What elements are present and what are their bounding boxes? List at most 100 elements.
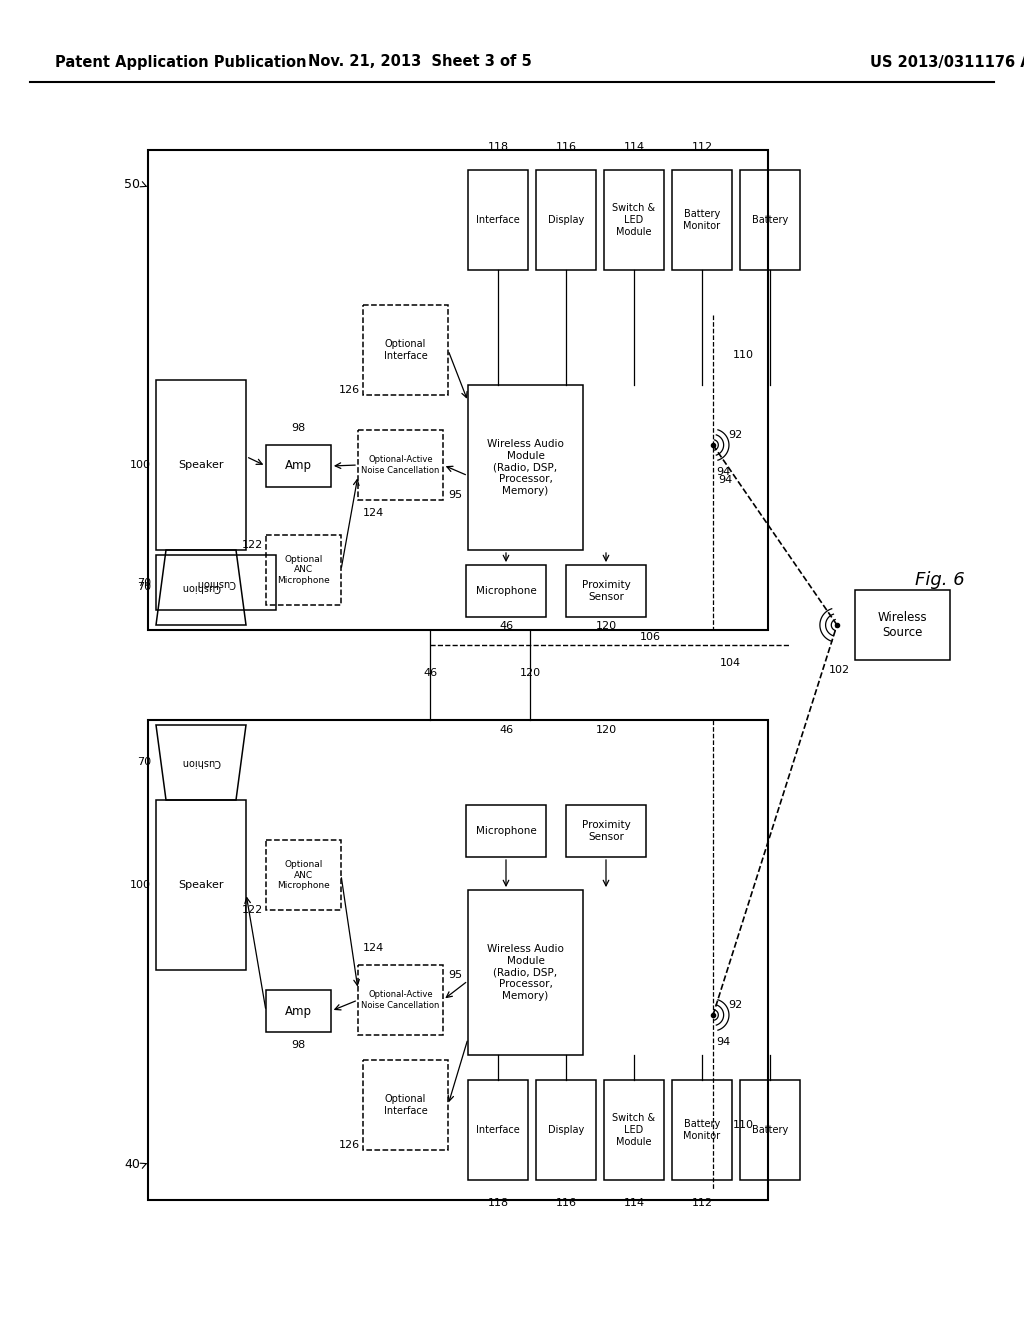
Text: 46: 46 bbox=[423, 668, 437, 678]
Text: Optional
ANC
Microphone: Optional ANC Microphone bbox=[278, 861, 330, 890]
Text: Battery
Monitor: Battery Monitor bbox=[683, 209, 721, 231]
Text: 98: 98 bbox=[292, 422, 305, 433]
Text: 124: 124 bbox=[362, 508, 384, 517]
Text: 94: 94 bbox=[716, 467, 730, 477]
Bar bbox=[672, 170, 732, 271]
Bar bbox=[466, 565, 546, 616]
Bar bbox=[266, 990, 331, 1032]
Text: Cushion: Cushion bbox=[181, 756, 220, 767]
Text: 114: 114 bbox=[624, 1199, 644, 1208]
Text: Speaker: Speaker bbox=[178, 459, 224, 470]
Text: Battery: Battery bbox=[752, 1125, 788, 1135]
Text: Speaker: Speaker bbox=[178, 880, 224, 890]
Bar bbox=[358, 965, 443, 1035]
Text: Cushion: Cushion bbox=[197, 578, 236, 587]
Bar bbox=[468, 890, 583, 1055]
Text: 95: 95 bbox=[449, 970, 462, 979]
Text: Display: Display bbox=[548, 215, 584, 224]
Text: 100: 100 bbox=[130, 459, 151, 470]
Text: Microphone: Microphone bbox=[475, 826, 537, 836]
Bar bbox=[362, 305, 449, 395]
Text: Battery
Monitor: Battery Monitor bbox=[683, 1119, 721, 1140]
Text: Optional-Active
Noise Cancellation: Optional-Active Noise Cancellation bbox=[361, 990, 439, 1010]
Text: 94: 94 bbox=[718, 475, 732, 484]
Bar bbox=[156, 380, 246, 550]
Text: 120: 120 bbox=[519, 668, 541, 678]
Text: Switch &
LED
Module: Switch & LED Module bbox=[612, 203, 655, 236]
Text: Proximity
Sensor: Proximity Sensor bbox=[582, 820, 631, 842]
Text: 120: 120 bbox=[595, 620, 616, 631]
Text: Optional
Interface: Optional Interface bbox=[384, 339, 427, 360]
Text: 70: 70 bbox=[137, 582, 151, 591]
Text: Amp: Amp bbox=[285, 459, 312, 473]
Text: 122: 122 bbox=[242, 906, 263, 915]
Text: Display: Display bbox=[548, 1125, 584, 1135]
Text: 112: 112 bbox=[691, 1199, 713, 1208]
Bar bbox=[156, 554, 276, 610]
Bar bbox=[468, 385, 583, 550]
Text: 122: 122 bbox=[242, 540, 263, 550]
Bar bbox=[740, 170, 800, 271]
Text: Cushion: Cushion bbox=[181, 582, 220, 591]
Text: 116: 116 bbox=[555, 143, 577, 152]
Text: 110: 110 bbox=[733, 350, 754, 360]
Text: 92: 92 bbox=[728, 1001, 742, 1010]
Bar bbox=[148, 719, 768, 1200]
Bar bbox=[266, 535, 341, 605]
Text: 95: 95 bbox=[449, 490, 462, 500]
Text: 40: 40 bbox=[124, 1159, 140, 1172]
Text: 50: 50 bbox=[124, 178, 140, 191]
Text: Interface: Interface bbox=[476, 215, 520, 224]
Text: 92: 92 bbox=[728, 430, 742, 440]
Bar bbox=[156, 800, 246, 970]
Bar bbox=[672, 1080, 732, 1180]
Text: Wireless
Source: Wireless Source bbox=[878, 611, 928, 639]
Text: 126: 126 bbox=[339, 1140, 360, 1150]
Text: Battery: Battery bbox=[752, 215, 788, 224]
Text: 112: 112 bbox=[691, 143, 713, 152]
Text: Amp: Amp bbox=[285, 1005, 312, 1018]
Text: 118: 118 bbox=[487, 1199, 509, 1208]
Bar bbox=[566, 565, 646, 616]
Text: US 2013/0311176 A1: US 2013/0311176 A1 bbox=[870, 54, 1024, 70]
Bar bbox=[266, 445, 331, 487]
Text: Optional
ANC
Microphone: Optional ANC Microphone bbox=[278, 556, 330, 585]
Bar bbox=[358, 430, 443, 500]
Text: 126: 126 bbox=[339, 385, 360, 395]
Text: Interface: Interface bbox=[476, 1125, 520, 1135]
Text: Microphone: Microphone bbox=[475, 586, 537, 597]
Text: 70: 70 bbox=[137, 578, 151, 587]
Bar bbox=[855, 590, 950, 660]
Bar bbox=[566, 805, 646, 857]
Text: Nov. 21, 2013  Sheet 3 of 5: Nov. 21, 2013 Sheet 3 of 5 bbox=[308, 54, 531, 70]
Bar bbox=[740, 1080, 800, 1180]
Bar bbox=[536, 1080, 596, 1180]
Text: 104: 104 bbox=[720, 657, 741, 668]
Text: 70: 70 bbox=[137, 756, 151, 767]
Text: 94: 94 bbox=[716, 1038, 730, 1047]
Text: 100: 100 bbox=[130, 880, 151, 890]
Text: 98: 98 bbox=[292, 1040, 305, 1049]
Text: Switch &
LED
Module: Switch & LED Module bbox=[612, 1113, 655, 1147]
Text: 110: 110 bbox=[733, 1119, 754, 1130]
Text: Wireless Audio
Module
(Radio, DSP,
Processor,
Memory): Wireless Audio Module (Radio, DSP, Proce… bbox=[487, 944, 564, 1001]
Text: Proximity
Sensor: Proximity Sensor bbox=[582, 581, 631, 602]
Bar bbox=[266, 840, 341, 909]
Text: Optional-Active
Noise Cancellation: Optional-Active Noise Cancellation bbox=[361, 455, 439, 475]
Text: Wireless Audio
Module
(Radio, DSP,
Processor,
Memory): Wireless Audio Module (Radio, DSP, Proce… bbox=[487, 440, 564, 496]
Text: 106: 106 bbox=[640, 632, 662, 642]
Text: 120: 120 bbox=[595, 725, 616, 735]
Bar bbox=[536, 170, 596, 271]
Text: Patent Application Publication: Patent Application Publication bbox=[55, 54, 306, 70]
Text: Fig. 6: Fig. 6 bbox=[915, 572, 965, 589]
Text: 46: 46 bbox=[499, 725, 513, 735]
Bar bbox=[604, 1080, 664, 1180]
Bar bbox=[468, 1080, 528, 1180]
Bar bbox=[362, 1060, 449, 1150]
Bar bbox=[604, 170, 664, 271]
Text: 118: 118 bbox=[487, 143, 509, 152]
Text: Optional
Interface: Optional Interface bbox=[384, 1094, 427, 1115]
Text: 114: 114 bbox=[624, 143, 644, 152]
Text: 124: 124 bbox=[362, 942, 384, 953]
Text: 46: 46 bbox=[499, 620, 513, 631]
